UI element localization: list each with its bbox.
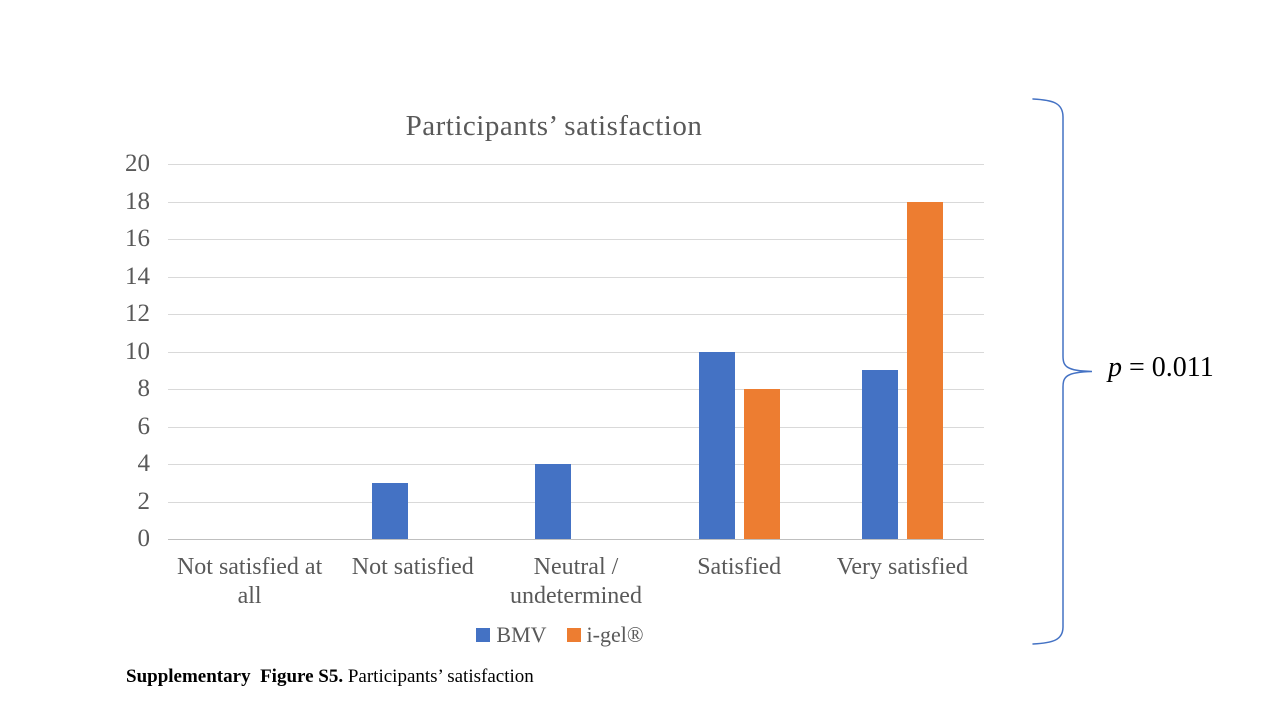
gridline	[168, 389, 984, 390]
y-tick-label: 20	[125, 150, 150, 177]
legend-label: i-gel®	[586, 622, 644, 647]
legend-label: BMV	[496, 622, 547, 647]
chart-legend: BMV i-gel®	[152, 622, 968, 648]
y-tick-label: 18	[125, 187, 150, 215]
y-tick-label: 10	[125, 337, 150, 365]
y-tick-label: 14	[125, 262, 150, 290]
bar-group	[331, 164, 494, 539]
plot-area	[168, 164, 984, 540]
gridline	[168, 464, 984, 465]
y-tick-label: 16	[125, 225, 150, 252]
gridline	[168, 501, 984, 503]
bar-group	[821, 164, 984, 539]
right-brace-annotation	[1032, 98, 1093, 645]
category-label: Neutral / undetermined	[510, 554, 642, 609]
y-tick-label: 12	[125, 300, 150, 327]
gridline	[168, 239, 984, 240]
y-tick-label: 2	[137, 487, 151, 515]
gridline	[168, 201, 984, 203]
figure-caption-text: Participants’ satisfaction	[343, 666, 534, 687]
y-tick-label: 8	[137, 375, 151, 402]
bar-bmv	[698, 351, 735, 539]
gridline	[168, 314, 984, 315]
bar-group	[168, 164, 331, 539]
bar-group	[494, 164, 657, 539]
bar-igel	[906, 201, 943, 539]
category-label: Very satisfied	[836, 554, 969, 580]
p-value-symbol: p	[1108, 352, 1122, 383]
bar-bmv	[535, 464, 572, 539]
y-tick-label: 6	[137, 412, 151, 440]
legend-item: BMV	[476, 622, 547, 648]
bar-igel	[743, 389, 780, 539]
gridline	[168, 276, 984, 278]
bar-bmv	[372, 482, 409, 539]
chart-title: Participants’ satisfaction	[405, 110, 703, 142]
legend-item: i-gel®	[566, 622, 644, 648]
gridline	[168, 351, 984, 353]
gridline	[168, 426, 984, 428]
category-label: Satisfied	[697, 554, 782, 580]
gridline	[168, 164, 984, 165]
p-value-label: p = 0.011	[1108, 352, 1214, 384]
figure-caption: Supplementary Figure S5. Participants’ s…	[126, 666, 534, 688]
figure-caption-number: Supplementary Figure S5.	[126, 666, 344, 687]
y-tick-label: 4	[137, 450, 151, 477]
y-tick-label: 0	[137, 525, 151, 552]
category-label: Not satisfied	[351, 554, 474, 580]
bar-group	[658, 164, 821, 539]
legend-swatch	[566, 628, 581, 642]
legend-swatch	[476, 628, 491, 642]
category-label: Not satisfied at all	[176, 554, 323, 609]
bar-bmv	[861, 370, 898, 539]
p-value-number: = 0.011	[1122, 352, 1214, 383]
